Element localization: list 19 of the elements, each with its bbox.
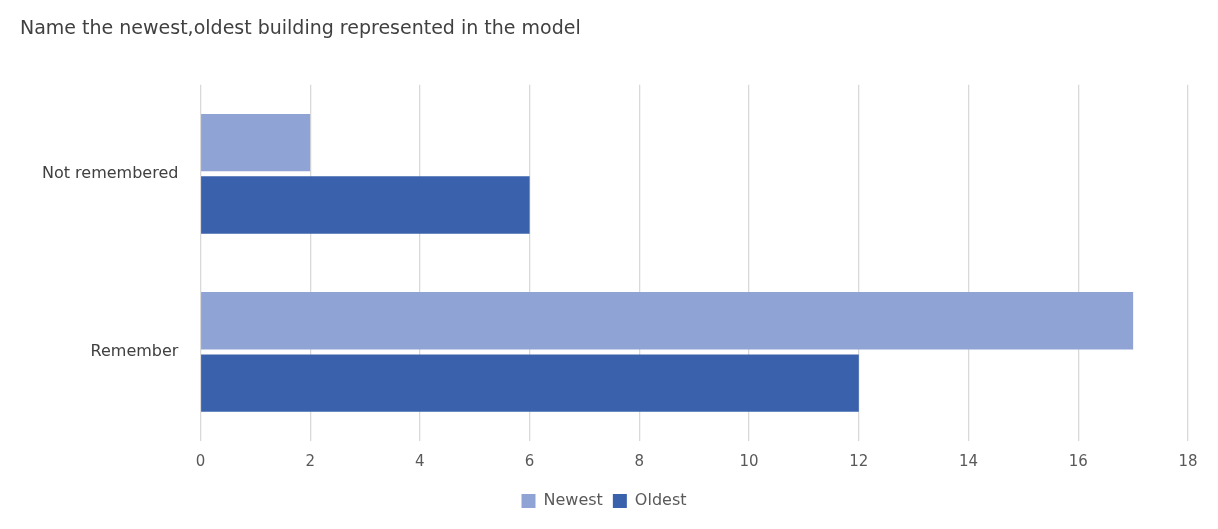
bar	[201, 292, 1134, 350]
bar	[201, 354, 859, 412]
x-tick-label: 16	[1068, 451, 1088, 470]
bar	[201, 114, 311, 172]
x-tick-label: 2	[305, 451, 315, 470]
x-tick-label: 12	[849, 451, 869, 470]
x-tick-label: 4	[415, 451, 425, 470]
y-tick-label: Not remembered	[41, 163, 179, 183]
x-tick-label: 8	[634, 451, 645, 470]
chart-title: Name the newest,oldest building represented in the model	[20, 16, 581, 39]
x-tick-label: 14	[958, 451, 979, 470]
x-tick-label: 10	[739, 451, 759, 470]
legend-label: Newest	[543, 490, 603, 510]
x-tick-label: 0	[195, 451, 206, 470]
y-tick-label: Remember	[90, 341, 179, 361]
x-tick-label: 6	[524, 451, 535, 470]
x-tick-label: 18	[1178, 451, 1198, 470]
bar	[201, 176, 530, 234]
legend-label: Oldest	[634, 490, 687, 510]
